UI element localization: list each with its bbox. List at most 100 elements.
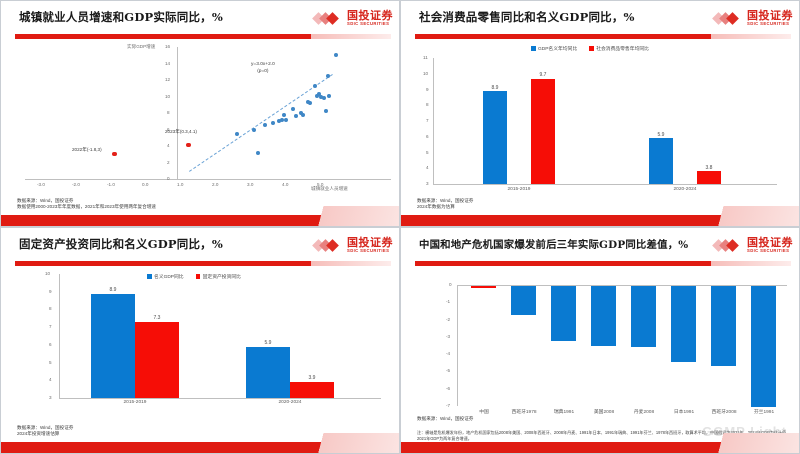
bar-country-6 [711,285,736,367]
point-annotation: 2022年(-1.8,3) [72,147,102,152]
brand-name-cn: 国投证券 [747,235,793,249]
y-tick: 6 [49,341,52,347]
title-rule [15,34,311,39]
y-tick: 11 [423,55,428,60]
x-tick: 0.0 [142,182,149,187]
scatter-point-highlight [112,151,117,157]
page-title: 中国和地产危机国家爆发前后三年实际GDP同比差值，% [419,239,689,251]
y-tick: 5 [426,149,429,155]
bar-chart: 0 -1 -2 -3 -4 -5 -6 -7 中国 西班牙1978 瑞典1 [401,228,799,453]
legend-item-gdp: GDP名义年均同比 [531,45,577,52]
source-line-1: 数据来源：Wind，国投证券 [417,197,474,203]
y-tick: 16 [165,44,171,49]
brand-logo: 国投证券 SDIC SECURITIES [712,234,793,256]
scatter-point [290,106,295,111]
bar-country-4 [631,285,656,348]
category-label: 芬兰1991 [753,410,775,415]
y-tick: 2 [167,159,170,165]
pvalue-text: (p=0) [257,69,269,75]
y-tick: 3 [49,395,52,400]
x-tick: -2.0 [72,182,80,187]
category-label: 美国2008 [593,410,615,415]
y-tick: 6 [167,126,170,132]
bar-value: 3.9 [308,375,316,381]
y-tick: 3 [426,181,429,186]
chart-legend: GDP名义年均同比 社会消费品零售年均同比 [531,45,649,52]
title-rule [415,34,711,39]
x-tick: 1.0 [177,182,184,187]
y-tick: 7 [426,118,429,123]
x-tick: 4.0 [282,182,289,187]
x-tick: -1.0 [107,182,115,187]
bar-2020-2024-fai [290,382,334,398]
bar-2020-2024-gdp [246,346,290,398]
scatter-point [308,101,312,106]
y-tick: 8 [49,306,52,312]
x-tick: -3.0 [37,182,45,187]
source-line-2: 2024年数据为估算 [417,203,455,209]
bar-country-3 [591,285,616,347]
page-title: 城镇就业人员增速和GDP实际同比，% [19,10,223,24]
legend-label: 固定资产投资同比 [202,275,241,280]
slide-27: 固定资产投资同比和名义GDP同比，% 国投证券 SDIC SECURITIES … [0,227,400,454]
scatter-point [255,151,260,156]
y-tick: 14 [165,60,171,66]
brand-name-en: SDIC SECURITIES [347,247,390,253]
y-tick: 12 [165,77,171,82]
legend-swatch-blue [531,46,536,51]
source-line-2: 2024年投资增速估算 [17,430,60,436]
legend-label: 名义GDP同比 [154,275,184,280]
bar-2015-2019-gdp [91,293,135,398]
title-rule-fade [311,34,391,39]
slide-28: 中国和地产危机国家爆发前后三年实际GDP同比差值，% 国投证券 SDIC SEC… [400,227,800,454]
category-label: 2020-2024 [278,400,302,405]
y-tick: -2 [446,316,451,322]
y-tick: 10 [45,271,51,276]
scatter-point [322,96,326,101]
category-label: 2015-2019 [507,187,531,192]
category-label: 2015-2019 [123,400,147,405]
category-label: 西班牙2008 [711,410,737,415]
scatter-point [334,53,339,58]
y-tick: 10 [165,93,171,99]
equation-text: y=3.0x+2.0 [251,62,275,67]
x-tick: 2.0 [212,182,219,187]
title-rule [15,261,311,266]
bar-country-1 [511,285,536,316]
scatter-point [327,93,332,98]
bar-value: 5.9 [657,132,665,138]
brand-logo: 国投证券 SDIC SECURITIES [712,7,793,29]
title-rule-fade [711,34,791,39]
y-axis [433,58,434,184]
footer-bar [401,206,799,226]
x-axis [59,398,381,399]
scatter-chart: 实际GDP增速 城镇就业人员增速 16 14 12 10 8 6 4 2 0 -… [1,1,399,226]
scatter-point [301,112,305,117]
category-label: 西班牙1978 [511,410,537,415]
legend-label: 社会消费品零售年均同比 [596,47,649,52]
y-tick: 8 [426,102,429,108]
y-tick: -5 [446,368,451,374]
source-line-2: 数据使用2000-2023年年度数据，2021年和2023年使用两年复合增速 [17,203,156,209]
y-tick: -6 [446,385,451,391]
x-axis [433,184,777,185]
bar-2020-2024-gdp [649,138,673,184]
slide-26: 社会消费品零售同比和名义GDP同比，% 国投证券 SDIC SECURITIES… [400,0,800,227]
legend-swatch-red [195,274,201,279]
category-label: 瑞典1991 [553,410,575,415]
legend-item-gdp: 名义GDP同比 [147,273,184,280]
y-axis [457,285,458,406]
brand-name-cn: 国投证券 [347,8,393,22]
brand-logo: 国投证券 SDIC SECURITIES [312,7,393,29]
regression-line [189,73,333,172]
footer-bar [1,433,399,453]
legend-swatch-blue [147,274,152,279]
y-tick: -3 [446,333,451,339]
bar-2015-2019-retail [531,78,555,184]
legend-label: GDP名义年均同比 [538,47,578,52]
zero-line [457,285,787,286]
legend-item-retail: 社会消费品零售年均同比 [589,45,649,52]
x-axis [25,179,391,180]
scatter-point [318,95,323,100]
brand-name-en: SDIC SECURITIES [747,247,790,253]
